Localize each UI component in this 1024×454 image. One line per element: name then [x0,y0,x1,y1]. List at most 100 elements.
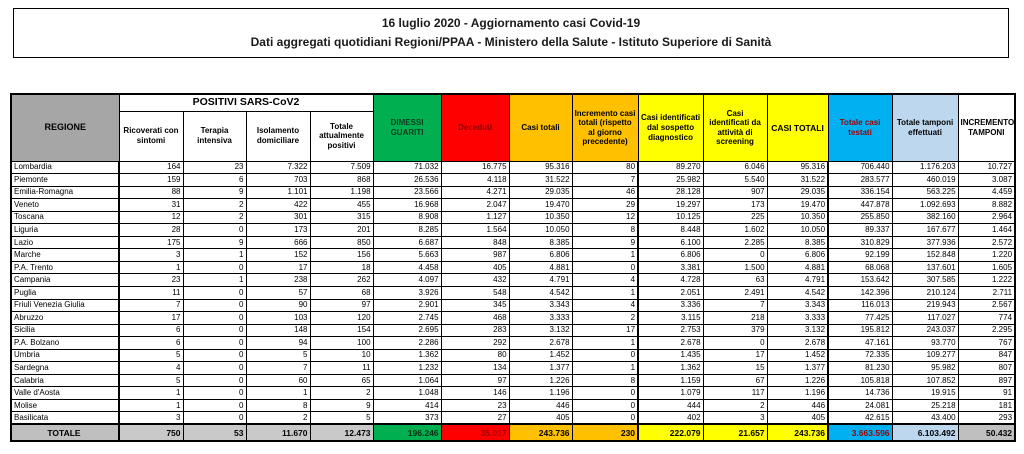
value-cell: 1.362 [372,348,442,363]
value-cell: 7.322 [245,160,311,175]
value-cell: 0 [571,348,640,363]
value-cell: 0 [182,260,247,275]
value-cell: 0 [702,248,768,262]
region-name: Sicilia [10,323,120,338]
value-cell: 4.728 [637,273,704,287]
value-cell: 8.908 [372,210,442,225]
value-cell: 65 [309,373,374,388]
value-cell: 0 [702,336,768,350]
value-cell: 60 [245,373,311,388]
value-cell: 4 [571,273,640,287]
value-cell: 97 [440,373,510,388]
value-cell: 1.564 [440,223,510,237]
value-cell: 6.687 [372,235,442,250]
report-title: 16 luglio 2020 - Aggiornamento casi Covi… [381,16,641,30]
value-cell: 7 [118,298,184,313]
value-cell: 5 [245,348,311,363]
value-cell: 12 [571,210,640,225]
value-cell: 3 [118,411,184,425]
value-cell: 2 [245,411,311,425]
value-cell: 2.745 [372,311,442,325]
table-row: Molise 1 0 8 9 414 23 446 0 444 2 446 24.081 25.218 18… [10,398,1016,413]
value-cell: 152.848 [891,248,959,262]
value-cell: 315 [309,210,374,225]
value-cell: 3.336 [637,298,704,313]
value-cell: 3.115 [637,311,704,325]
header-casi-totali-confronto: CASI TOTALI [766,93,829,162]
value-cell: 1.500 [702,260,768,275]
value-cell: 4.791 [508,273,573,287]
value-cell: 1 [571,336,640,350]
value-cell: 28.128 [637,185,704,200]
value-cell: 134 [440,361,510,375]
value-cell: 0 [182,348,247,363]
value-cell: 0 [182,223,247,237]
value-cell: 97 [309,298,374,313]
value-cell: 310.829 [827,235,893,250]
value-cell: 47.161 [827,336,893,350]
value-cell: 95.316 [508,160,573,175]
value-cell: 24.081 [827,398,893,413]
value-cell: 3.926 [372,285,442,300]
value-cell: 16.968 [372,198,442,212]
report-subtitle: Dati aggregati quotidiani Regioni/PPAA -… [250,35,772,49]
value-cell: 3 [702,411,768,425]
value-cell: 563.225 [891,185,959,200]
value-cell: 1 [245,386,311,400]
value-cell: 2 [309,386,374,400]
value-cell: 71.032 [372,160,442,175]
value-cell: 2 [571,311,640,325]
value-cell: 8.385 [766,235,830,250]
value-cell: 1 [571,285,640,300]
value-cell: 6.103.492 [891,423,959,442]
value-cell: 3.333 [766,311,830,325]
table-row: Friuli Venezia Giulia 7 0 90 97 2.901 345 3.343… [10,298,1016,313]
value-cell: 8 [571,373,640,388]
value-cell: 148 [245,323,311,338]
region-name: Emilia-Romagna [10,185,120,200]
value-cell: 706.440 [827,160,893,175]
value-cell: 1.196 [766,386,830,400]
value-cell: 91 [957,386,1016,400]
value-cell: 23.566 [372,185,442,200]
value-cell: 414 [372,398,442,413]
region-name: Umbria [10,348,120,363]
value-cell: 0 [182,398,247,413]
value-cell: 173 [702,198,768,212]
header-row-group: REGIONE POSITIVI SARS-CoV2 DIMESSI GUARI… [10,93,1016,162]
header-regione: REGIONE [10,93,120,162]
value-cell: 703 [245,173,311,187]
value-cell: 1 [182,273,247,287]
value-cell: 25.218 [891,398,959,413]
value-cell: 6.100 [637,235,704,250]
header-row-sub: Ricoverati con sintomi Terapia intensiva… [11,110,1015,162]
value-cell: 23 [440,398,510,413]
value-cell: 2 [702,398,768,413]
region-name: Lazio [10,235,120,250]
value-cell: 0 [182,311,247,325]
table-row: Calabria 5 0 60 65 1.064 97 1.226 8 1.159 67 1.226 1… [10,373,1016,388]
value-cell: 0 [182,323,247,338]
value-cell: 19.915 [891,386,959,400]
value-cell: 2.711 [957,285,1016,300]
value-cell: 3.343 [766,298,830,313]
value-cell: 10.125 [637,210,704,225]
value-cell: 2.678 [637,336,704,350]
region-name: P.A. Trento [10,260,120,275]
value-cell: 17 [571,323,640,338]
value-cell: 6 [118,336,184,350]
value-cell: 5 [118,348,184,363]
value-cell: 3 [118,248,184,262]
value-cell: 283.577 [827,173,893,187]
value-cell: 218 [702,311,768,325]
value-cell: 2.753 [637,323,704,338]
value-cell: 1.226 [766,373,830,388]
value-cell: 4 [571,298,640,313]
value-cell: 23 [182,160,247,175]
value-cell: 345 [440,298,510,313]
value-cell: 6.806 [637,248,704,262]
value-cell: 6 [118,323,184,338]
value-cell: 8 [571,223,640,237]
table-row: Valle d'Aosta 1 0 1 2 1.048 146 1.196 0 1.079 117 1… [10,386,1016,400]
value-cell: 1.602 [702,223,768,237]
